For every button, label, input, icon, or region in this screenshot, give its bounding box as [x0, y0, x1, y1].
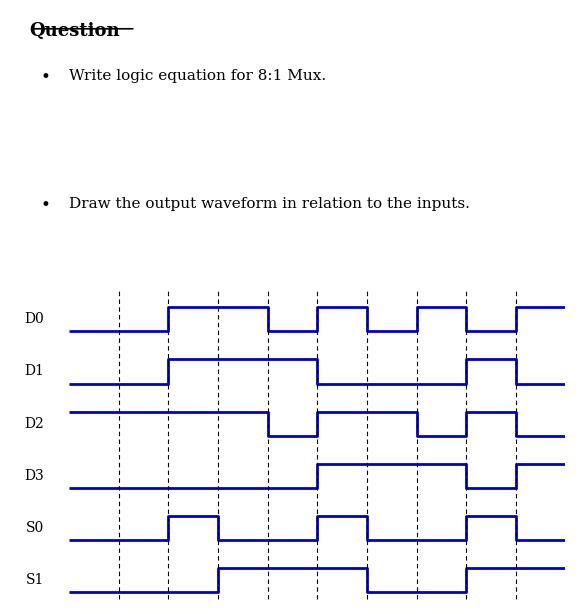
Text: D1: D1: [25, 365, 44, 378]
Text: D3: D3: [25, 469, 44, 483]
Text: •: •: [40, 197, 50, 214]
Text: Draw the output waveform in relation to the inputs.: Draw the output waveform in relation to …: [69, 197, 470, 211]
Text: •: •: [40, 69, 50, 85]
Text: Question: Question: [29, 22, 119, 40]
Text: D2: D2: [25, 417, 44, 431]
Text: Write logic equation for 8:1 Mux.: Write logic equation for 8:1 Mux.: [69, 69, 327, 82]
Text: S1: S1: [26, 573, 44, 587]
Text: S0: S0: [26, 521, 44, 535]
Text: D0: D0: [25, 312, 44, 326]
